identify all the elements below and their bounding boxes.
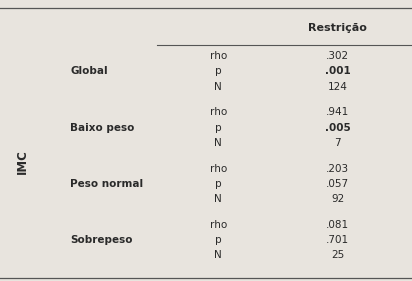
Text: p: p xyxy=(215,66,222,76)
Text: Restrição: Restrição xyxy=(309,23,367,33)
Text: p: p xyxy=(215,235,222,245)
Text: Global: Global xyxy=(70,66,108,76)
Text: .001: .001 xyxy=(325,66,351,76)
Text: .701: .701 xyxy=(326,235,349,245)
Text: .057: .057 xyxy=(326,179,349,189)
Text: N: N xyxy=(215,250,222,260)
Text: 25: 25 xyxy=(331,250,344,260)
Text: .941: .941 xyxy=(326,107,349,117)
Text: 7: 7 xyxy=(335,138,341,148)
Text: rho: rho xyxy=(210,51,227,61)
Text: rho: rho xyxy=(210,220,227,230)
Text: .302: .302 xyxy=(326,51,349,61)
Text: .081: .081 xyxy=(326,220,349,230)
Text: rho: rho xyxy=(210,164,227,174)
Text: N: N xyxy=(215,138,222,148)
Text: Peso normal: Peso normal xyxy=(70,179,143,189)
Text: IMC: IMC xyxy=(16,149,29,174)
Text: 92: 92 xyxy=(331,194,344,204)
Text: N: N xyxy=(215,81,222,92)
Text: p: p xyxy=(215,179,222,189)
Text: .203: .203 xyxy=(326,164,349,174)
Text: N: N xyxy=(215,194,222,204)
Text: .005: .005 xyxy=(325,123,351,133)
Text: Sobrepeso: Sobrepeso xyxy=(70,235,133,245)
Text: 124: 124 xyxy=(328,81,348,92)
Text: Baixo peso: Baixo peso xyxy=(70,123,134,133)
Text: p: p xyxy=(215,123,222,133)
Text: rho: rho xyxy=(210,107,227,117)
